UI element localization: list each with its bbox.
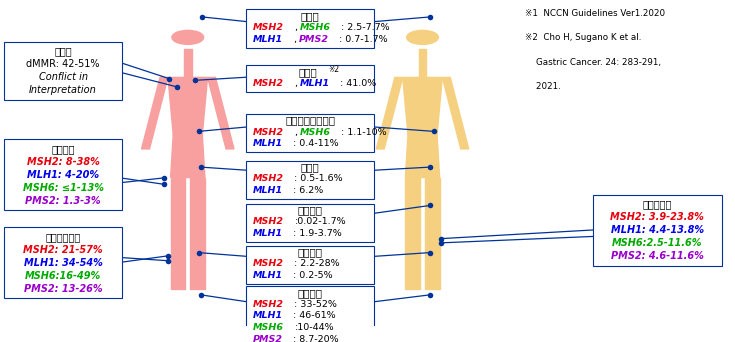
Text: 乳がん: 乳がん xyxy=(54,47,72,56)
Polygon shape xyxy=(171,177,185,289)
Text: : 0.2-5%: : 0.2-5% xyxy=(293,271,333,280)
Polygon shape xyxy=(168,77,207,135)
Text: PMS2: 13-26%: PMS2: 13-26% xyxy=(24,284,102,294)
Text: MSH6:2.5-11.6%: MSH6:2.5-11.6% xyxy=(612,238,703,248)
Text: MSH6: MSH6 xyxy=(300,23,331,32)
Text: ※2  Cho H, Sugano K et al.: ※2 Cho H, Sugano K et al. xyxy=(526,33,642,42)
Text: : 1.9-3.7%: : 1.9-3.7% xyxy=(293,228,342,238)
Text: Gastric Cancer. 24: 283-291,: Gastric Cancer. 24: 283-291, xyxy=(526,57,662,67)
FancyBboxPatch shape xyxy=(246,246,374,285)
FancyBboxPatch shape xyxy=(246,203,374,242)
Circle shape xyxy=(172,30,204,44)
Text: 2021.: 2021. xyxy=(526,82,561,91)
Text: PMS2: PMS2 xyxy=(298,35,329,43)
FancyBboxPatch shape xyxy=(592,195,722,266)
Text: ,: , xyxy=(293,35,296,43)
Text: : 0.5-1.6%: : 0.5-1.6% xyxy=(295,174,343,183)
Polygon shape xyxy=(425,177,440,289)
Text: 脳腫瘍: 脳腫瘍 xyxy=(301,11,320,21)
Text: MSH2: MSH2 xyxy=(253,23,284,32)
Text: ※2: ※2 xyxy=(329,65,340,74)
Bar xyxy=(418,49,426,77)
Text: MLH1: MLH1 xyxy=(253,139,283,148)
Polygon shape xyxy=(207,77,234,149)
Polygon shape xyxy=(406,135,440,177)
Text: : 2.2-28%: : 2.2-28% xyxy=(295,260,340,268)
Text: ,: , xyxy=(295,23,298,32)
Text: : 6.2%: : 6.2% xyxy=(293,186,323,195)
Text: : 41.0%: : 41.0% xyxy=(340,79,376,88)
Text: 胃がん: 胃がん xyxy=(298,67,318,77)
Text: MSH2: 21-57%: MSH2: 21-57% xyxy=(24,245,103,255)
Text: 子宮内膜がん: 子宮内膜がん xyxy=(46,232,81,242)
Polygon shape xyxy=(442,77,469,149)
Polygon shape xyxy=(376,77,403,149)
Text: :0.02-1.7%: :0.02-1.7% xyxy=(295,217,346,226)
FancyBboxPatch shape xyxy=(246,10,374,48)
Text: ,: , xyxy=(295,79,298,88)
Text: MSH2: MSH2 xyxy=(253,300,284,309)
Text: MSH2: MSH2 xyxy=(253,217,284,226)
Text: MLH1: MLH1 xyxy=(253,271,283,280)
Text: : 8.7-20%: : 8.7-20% xyxy=(293,335,339,342)
Polygon shape xyxy=(190,177,205,289)
FancyBboxPatch shape xyxy=(246,161,374,199)
Text: : 46-61%: : 46-61% xyxy=(293,312,336,320)
Text: MSH2: MSH2 xyxy=(253,128,284,136)
Text: MSH6:16-49%: MSH6:16-49% xyxy=(25,271,101,281)
Circle shape xyxy=(406,30,438,44)
Polygon shape xyxy=(171,135,205,177)
Text: MSH2: 8-38%: MSH2: 8-38% xyxy=(26,157,99,167)
Text: : 33-52%: : 33-52% xyxy=(295,300,337,309)
Text: 膨がん: 膨がん xyxy=(301,162,320,172)
Text: dMMR: 42-51%: dMMR: 42-51% xyxy=(26,60,100,69)
Text: 大腸がん: 大腸がん xyxy=(298,288,323,298)
Text: PMS2: PMS2 xyxy=(253,335,283,342)
Text: MLH1: MLH1 xyxy=(253,35,283,43)
Text: :10-44%: :10-44% xyxy=(295,323,334,332)
Text: ※1  NCCN Guidelines Ver1.2020: ※1 NCCN Guidelines Ver1.2020 xyxy=(526,9,665,18)
Text: MLH1: MLH1 xyxy=(253,312,283,320)
Text: 前立腺がん: 前立腺がん xyxy=(642,199,672,209)
Text: : 0.7-1.7%: : 0.7-1.7% xyxy=(339,35,387,43)
Text: 腎盆尿管: 腎盆尿管 xyxy=(298,248,323,258)
Polygon shape xyxy=(406,177,420,289)
Text: Interpretation: Interpretation xyxy=(29,86,97,95)
Text: MSH2: MSH2 xyxy=(253,79,284,88)
Text: 胆管がん: 胆管がん xyxy=(298,205,323,215)
FancyBboxPatch shape xyxy=(246,65,374,92)
FancyBboxPatch shape xyxy=(246,286,374,342)
Text: MSH2: MSH2 xyxy=(253,260,284,268)
Text: MLH1: 34-54%: MLH1: 34-54% xyxy=(24,258,102,268)
Text: 小腸（十二指腸）: 小腸（十二指腸） xyxy=(285,116,335,126)
Text: MSH2: 3.9-23.8%: MSH2: 3.9-23.8% xyxy=(610,212,704,222)
Text: MLH1: MLH1 xyxy=(300,79,330,88)
Text: : 0.4-11%: : 0.4-11% xyxy=(293,139,339,148)
Text: MSH2: MSH2 xyxy=(253,174,284,183)
Text: MLH1: MLH1 xyxy=(253,186,283,195)
Text: MSH6: ≤1-13%: MSH6: ≤1-13% xyxy=(23,183,104,193)
Text: MLH1: 4.4-13.8%: MLH1: 4.4-13.8% xyxy=(611,225,704,235)
Text: PMS2: 4.6-11.6%: PMS2: 4.6-11.6% xyxy=(611,251,703,261)
FancyBboxPatch shape xyxy=(4,140,122,210)
Text: ,: , xyxy=(295,128,298,136)
Text: MLH1: 4-20%: MLH1: 4-20% xyxy=(27,170,99,180)
Text: PMS2: 1.3-3%: PMS2: 1.3-3% xyxy=(25,196,101,206)
Text: Conflict in: Conflict in xyxy=(38,73,87,82)
Polygon shape xyxy=(403,77,442,135)
Polygon shape xyxy=(142,77,168,149)
Text: MSH6: MSH6 xyxy=(300,128,331,136)
FancyBboxPatch shape xyxy=(246,114,374,153)
Text: MSH6: MSH6 xyxy=(253,323,284,332)
FancyBboxPatch shape xyxy=(4,227,122,298)
Bar xyxy=(184,49,192,77)
Text: : 1.1-10%: : 1.1-10% xyxy=(341,128,387,136)
FancyBboxPatch shape xyxy=(4,42,122,100)
Text: 卵巣がん: 卵巣がん xyxy=(51,144,75,154)
Text: MLH1: MLH1 xyxy=(253,228,283,238)
Text: : 2.5-7.7%: : 2.5-7.7% xyxy=(341,23,390,32)
